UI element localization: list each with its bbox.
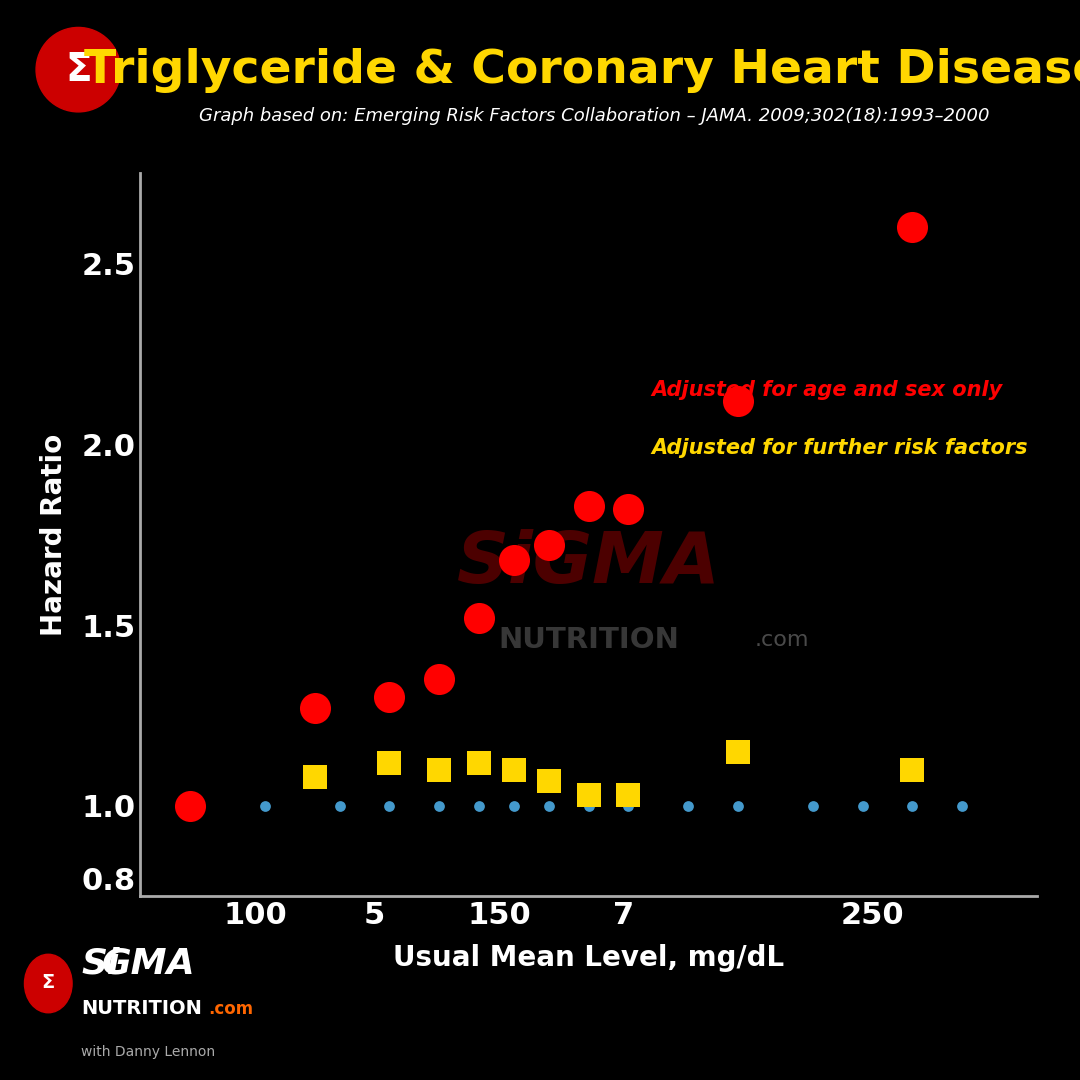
X-axis label: Usual Mean Level, mg/dL: Usual Mean Level, mg/dL	[393, 944, 784, 972]
Point	[505, 797, 523, 814]
Point	[580, 797, 597, 814]
Text: Graph based on: Emerging Risk Factors Collaboration – JAMA. 2009;302(18):1993–20: Graph based on: Emerging Risk Factors Co…	[199, 107, 989, 124]
Text: with Danny Lennon: with Danny Lennon	[81, 1044, 215, 1058]
Point	[471, 754, 488, 771]
Point	[381, 797, 399, 814]
Point	[620, 786, 637, 804]
Point	[540, 772, 557, 789]
Point	[805, 797, 822, 814]
Text: Σ: Σ	[42, 973, 55, 993]
Point	[181, 797, 199, 814]
Point	[431, 761, 448, 779]
Point	[679, 797, 697, 814]
Point	[505, 551, 523, 568]
Circle shape	[36, 27, 121, 112]
Point	[256, 797, 273, 814]
Point	[904, 218, 921, 235]
Text: GMA: GMA	[102, 946, 195, 981]
Point	[431, 797, 448, 814]
Point	[729, 797, 746, 814]
Point	[854, 797, 872, 814]
Point	[330, 797, 348, 814]
Point	[954, 797, 971, 814]
Point	[505, 761, 523, 779]
Point	[471, 609, 488, 626]
Point	[729, 392, 746, 409]
Point	[580, 497, 597, 514]
Text: Adjusted for further risk factors: Adjusted for further risk factors	[651, 437, 1028, 458]
Text: .com: .com	[208, 1000, 254, 1017]
Text: .com: .com	[755, 630, 809, 649]
Point	[620, 501, 637, 518]
Text: Triglyceride & Coronary Heart Disease: Triglyceride & Coronary Heart Disease	[84, 48, 1080, 93]
Point	[431, 671, 448, 688]
Point	[904, 761, 921, 779]
Point	[540, 797, 557, 814]
Point	[381, 754, 399, 771]
Point	[540, 537, 557, 554]
Point	[306, 700, 323, 717]
Text: SiGMA: SiGMA	[457, 529, 720, 598]
Text: NUTRITION: NUTRITION	[498, 625, 679, 653]
Point	[471, 797, 488, 814]
Point	[904, 797, 921, 814]
Text: Si: Si	[81, 946, 120, 981]
Point	[580, 786, 597, 804]
Point	[381, 689, 399, 706]
Y-axis label: Hazard Ratio: Hazard Ratio	[40, 433, 68, 636]
Point	[181, 797, 199, 814]
Text: Adjusted for age and sex only: Adjusted for age and sex only	[651, 380, 1002, 400]
Point	[306, 768, 323, 785]
Point	[620, 797, 637, 814]
Text: Σ: Σ	[65, 51, 92, 89]
Circle shape	[25, 955, 72, 1013]
Text: NUTRITION: NUTRITION	[81, 999, 202, 1018]
Point	[729, 743, 746, 760]
